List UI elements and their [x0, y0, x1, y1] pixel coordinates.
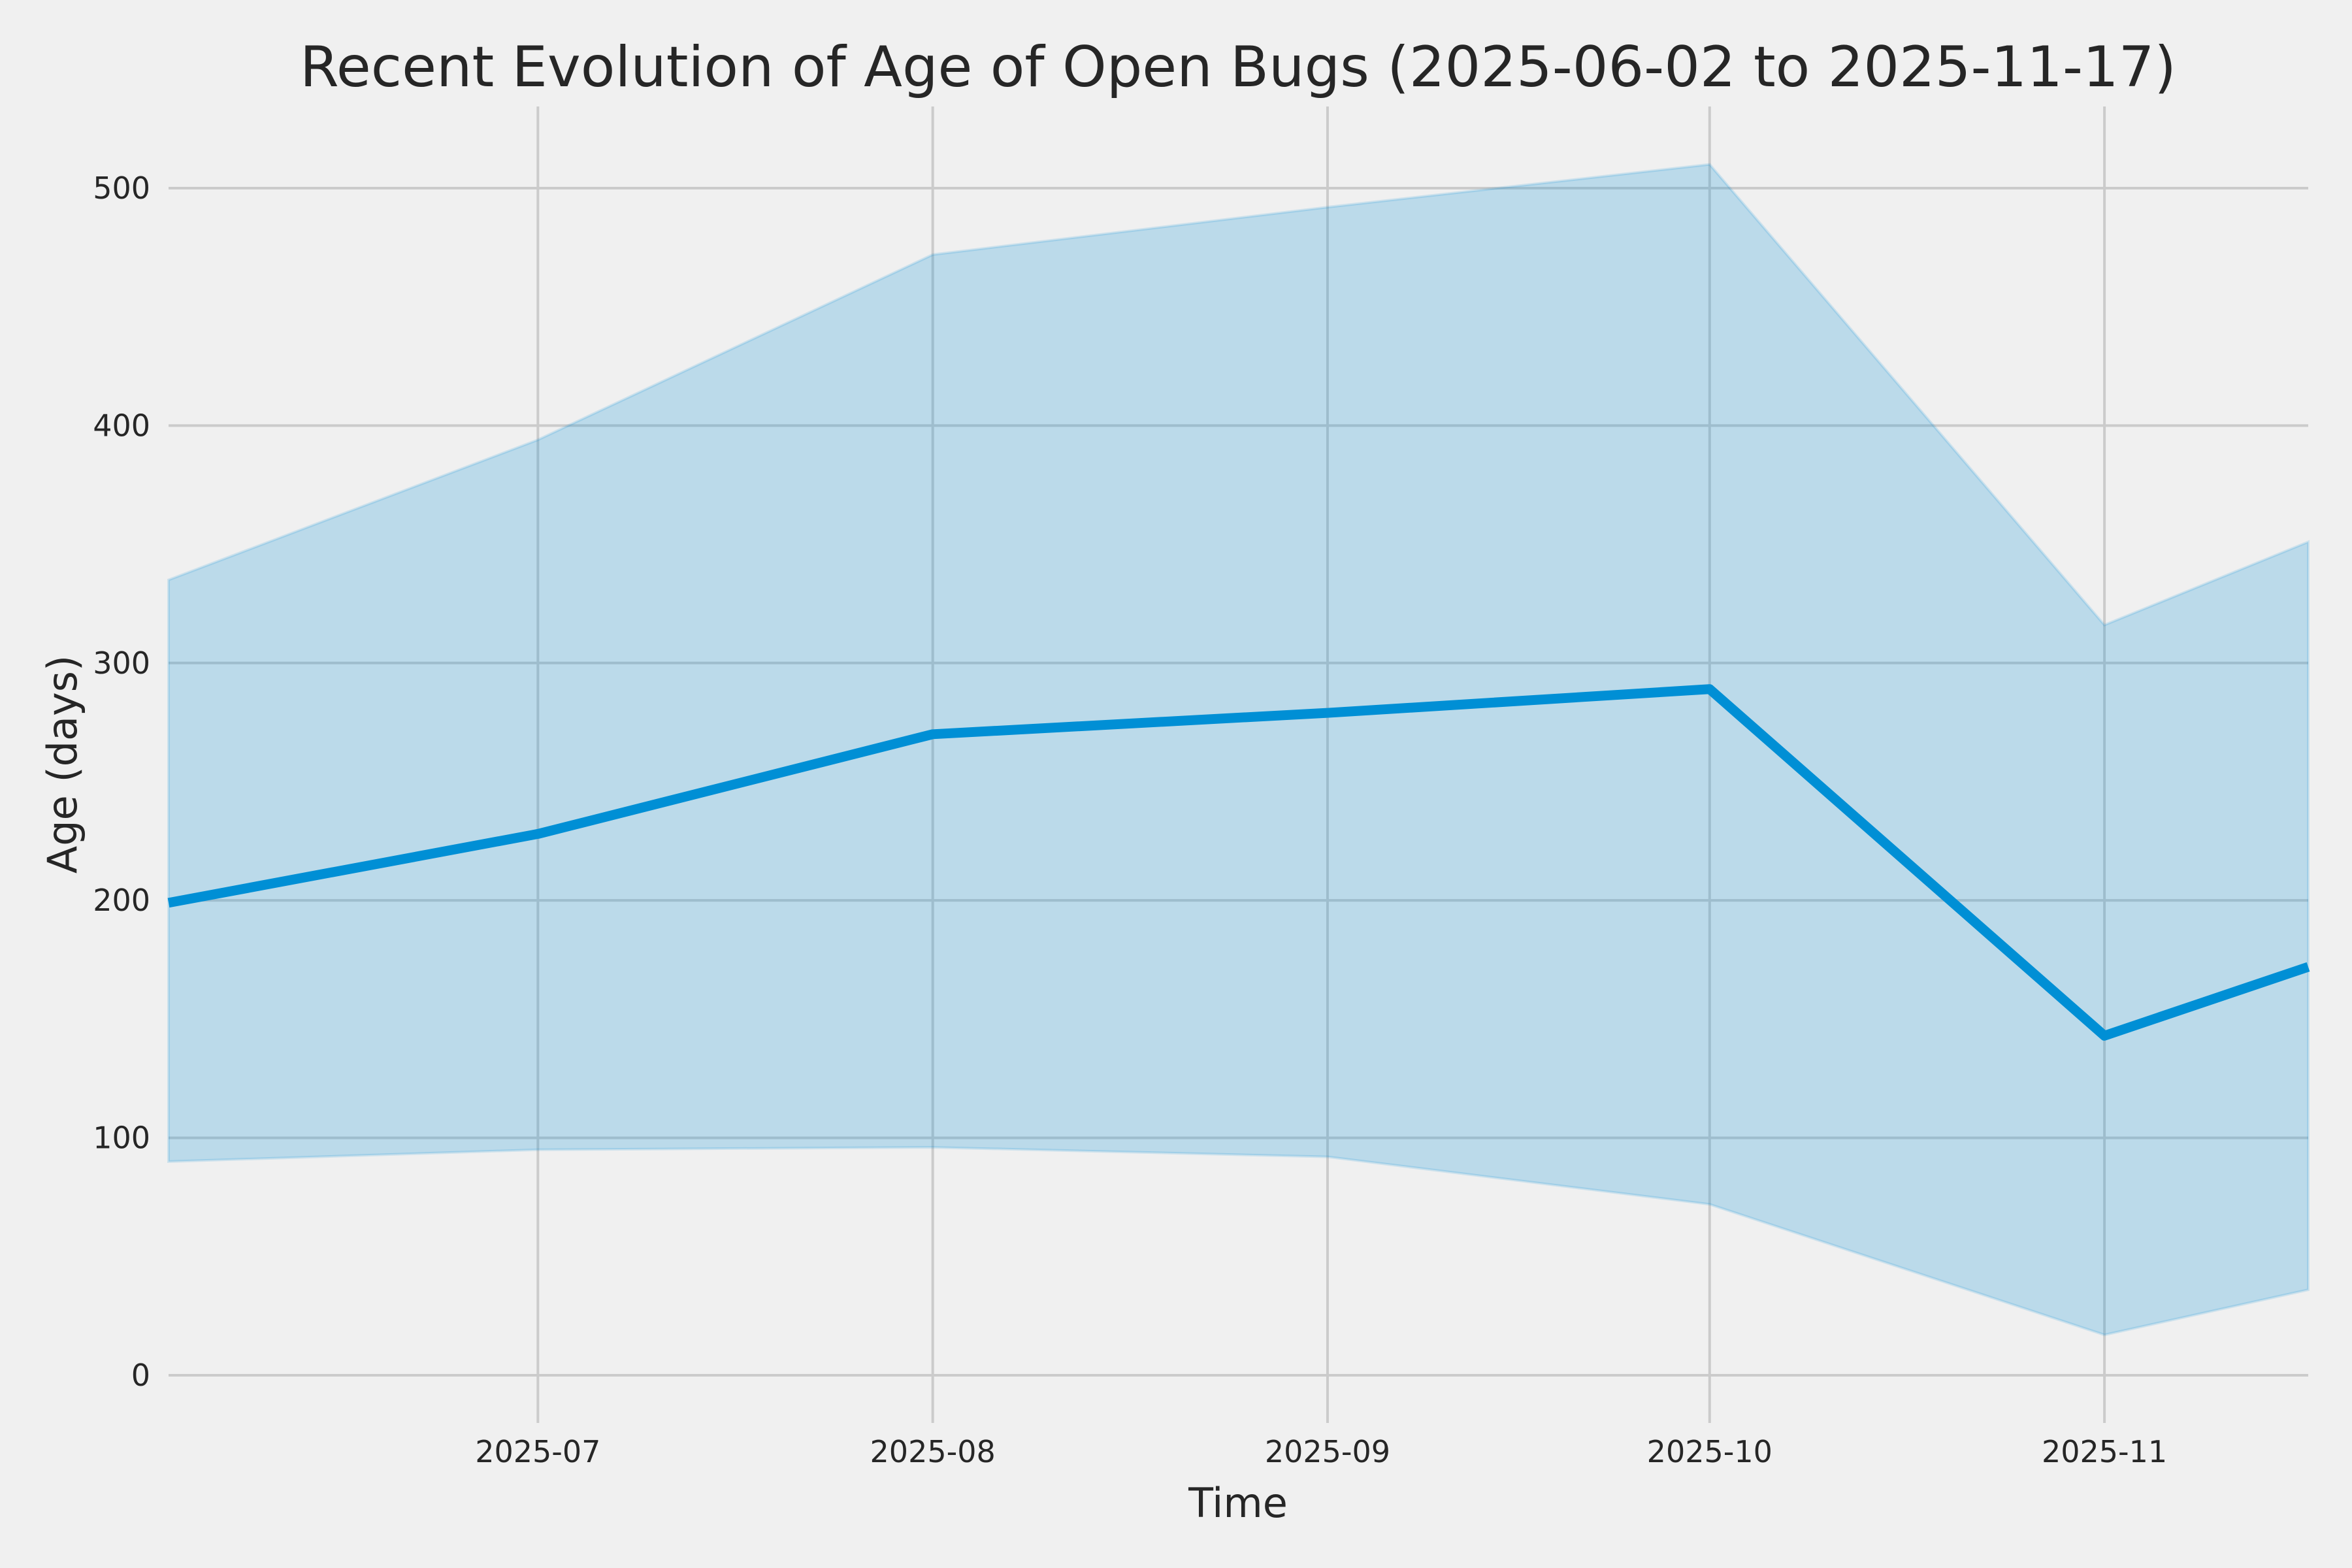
y-tick-label: 300 [93, 645, 150, 681]
gridlines-group [169, 106, 2308, 1423]
y-tick-label: 200 [93, 883, 150, 918]
x-tick-label: 2025-10 [1647, 1434, 1772, 1469]
x-tick-label: 2025-07 [475, 1434, 600, 1469]
x-tick-label: 2025-08 [870, 1434, 996, 1469]
y-tick-label: 100 [93, 1120, 150, 1156]
x-tick-label: 2025-11 [2042, 1434, 2167, 1469]
y-tick-label: 500 [93, 171, 150, 206]
confidence-band-group [167, 163, 2310, 1337]
x-axis-label: Time [1188, 1479, 1288, 1527]
x-tick-label: 2025-09 [1265, 1434, 1390, 1469]
y-tick-label: 400 [93, 408, 150, 443]
y-axis-label: Age (days) [39, 655, 86, 874]
chart-title: Recent Evolution of Age of Open Bugs (20… [300, 35, 2176, 100]
mean-line [167, 684, 2310, 1041]
mean-line-group [167, 684, 2310, 1041]
y-tick-label: 0 [131, 1358, 150, 1393]
confidence-band [167, 163, 2310, 1337]
x-tick-labels: 2025-07 2025-08 2025-09 2025-10 2025-11 [475, 1434, 2167, 1469]
y-tick-labels: 0 100 200 300 400 500 [93, 171, 150, 1393]
